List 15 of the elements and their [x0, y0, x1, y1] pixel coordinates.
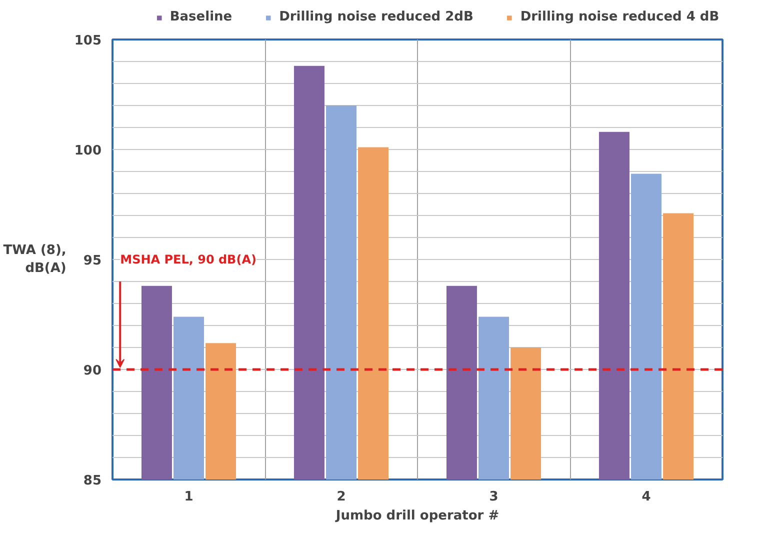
x-axis-title: Jumbo drill operator #: [334, 508, 500, 524]
y-tick-label: 95: [83, 254, 102, 268]
ref-line-label: MSHA PEL, 90 dB(A): [120, 252, 256, 266]
legend-label: Baseline: [170, 10, 232, 24]
y-tick-label: 85: [83, 474, 102, 488]
x-tick-label: 1: [184, 490, 194, 504]
y-tick-label: 105: [74, 34, 102, 48]
legend-label: Drilling noise reduced 2dB: [279, 10, 474, 24]
y-tick-label: 90: [83, 364, 102, 378]
x-tick-label: 3: [489, 490, 498, 504]
x-tick-label: 4: [642, 490, 651, 504]
y-tick-label: 100: [74, 144, 102, 158]
x-tick-label: 2: [336, 490, 346, 504]
legend-label: Drilling noise reduced 4 dB: [520, 10, 720, 24]
y-axis-title: TWA (8), dB(A): [3, 243, 66, 276]
